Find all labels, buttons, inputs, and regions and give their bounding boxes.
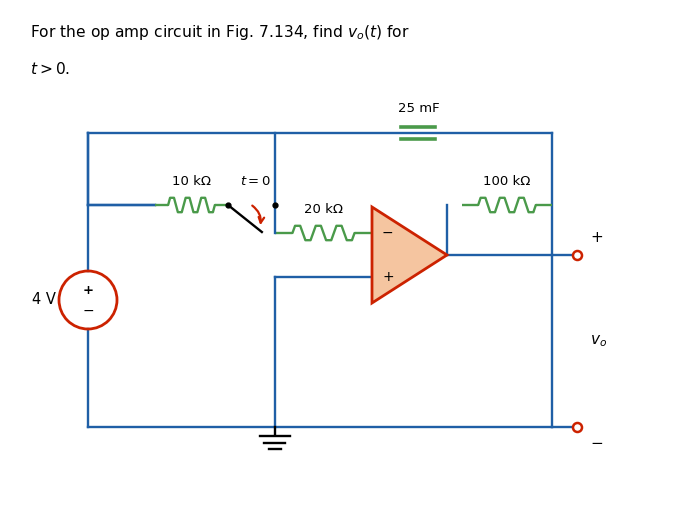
Text: +: + xyxy=(382,270,394,284)
Text: 4 V: 4 V xyxy=(32,292,56,308)
Polygon shape xyxy=(372,207,447,303)
Text: $t = 0$: $t = 0$ xyxy=(240,175,271,188)
Text: 100 kΩ: 100 kΩ xyxy=(484,175,531,188)
Text: +: + xyxy=(590,230,603,245)
Text: 10 kΩ: 10 kΩ xyxy=(172,175,211,188)
Text: $v_o$: $v_o$ xyxy=(590,333,607,349)
Text: For the op amp circuit in Fig. 7.134, find $v_o(t)$ for: For the op amp circuit in Fig. 7.134, fi… xyxy=(30,23,410,42)
Text: −: − xyxy=(82,304,94,318)
Text: −: − xyxy=(382,226,394,240)
Text: −: − xyxy=(590,436,603,451)
Text: $t > 0$.: $t > 0$. xyxy=(30,61,70,77)
Text: +: + xyxy=(82,283,93,296)
Text: 25 mF: 25 mF xyxy=(398,102,439,115)
Text: 20 kΩ: 20 kΩ xyxy=(304,203,343,216)
